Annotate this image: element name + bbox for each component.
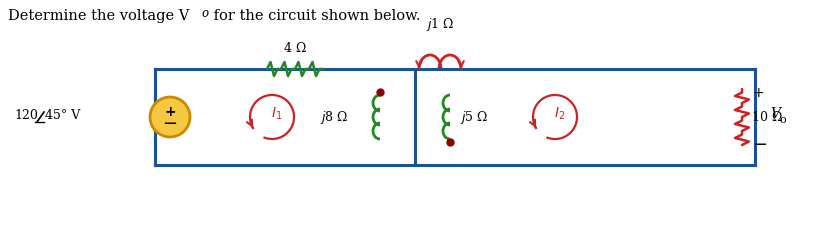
- Text: o: o: [779, 115, 786, 125]
- Text: V: V: [770, 107, 780, 121]
- Text: $I_1$: $I_1$: [272, 106, 282, 122]
- Circle shape: [150, 97, 190, 137]
- Text: o: o: [202, 7, 209, 20]
- Text: 45° V: 45° V: [45, 109, 80, 122]
- Text: 4 Ω: 4 Ω: [284, 42, 306, 55]
- Text: $j$5 Ω: $j$5 Ω: [460, 109, 488, 126]
- Text: $j$8 Ω: $j$8 Ω: [320, 109, 348, 126]
- Text: +: +: [752, 86, 764, 100]
- Text: 120: 120: [14, 109, 38, 122]
- Text: +: +: [164, 105, 175, 119]
- Text: 10 Ω: 10 Ω: [752, 110, 783, 123]
- Text: −: −: [162, 115, 178, 133]
- Text: Determine the voltage V: Determine the voltage V: [8, 9, 189, 23]
- Text: $j$1 Ω: $j$1 Ω: [426, 16, 455, 33]
- Text: $I_2$: $I_2$: [554, 106, 565, 122]
- Text: −: −: [752, 136, 767, 154]
- Text: for the circuit shown below.: for the circuit shown below.: [209, 9, 420, 23]
